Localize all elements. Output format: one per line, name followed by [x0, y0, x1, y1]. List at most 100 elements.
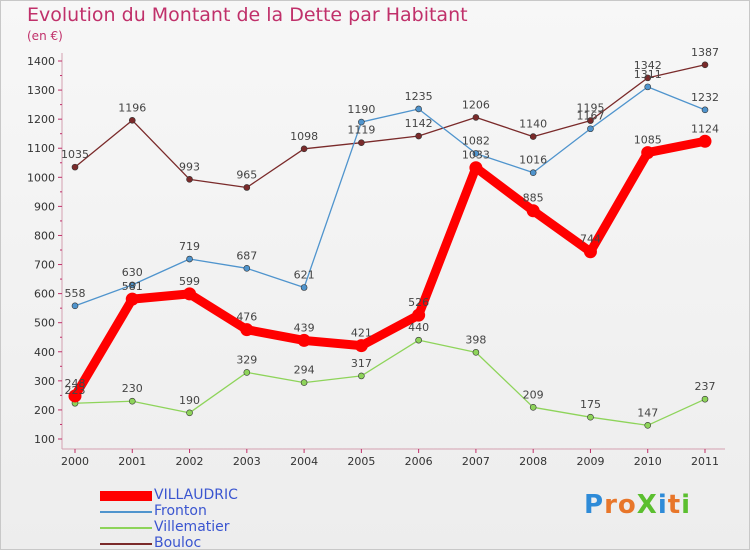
- data-point-fronton: [300, 284, 308, 291]
- data-point-bouloc: [529, 133, 537, 140]
- y-tick-label: 900: [34, 200, 55, 213]
- data-point-bouloc: [701, 61, 709, 69]
- data-label-villematier: 209: [523, 388, 544, 401]
- series-line-fronton: [74, 86, 706, 307]
- data-label-bouloc: 1098: [290, 130, 318, 143]
- data-label-bouloc: 1196: [118, 101, 146, 114]
- data-point-villaudric: [125, 292, 139, 306]
- data-label-villematier: 294: [294, 364, 315, 377]
- data-label-villematier: 317: [351, 357, 372, 370]
- data-label-fronton: 719: [179, 240, 200, 253]
- x-tick-label: 2008: [519, 455, 547, 468]
- data-point-bouloc: [300, 145, 308, 153]
- chart-title: Evolution du Montant de la Dette par Hab…: [27, 4, 468, 26]
- data-label-fronton: 1311: [634, 68, 662, 81]
- data-point-villematier: [701, 395, 709, 403]
- legend-swatch-villaudric: [100, 491, 152, 501]
- data-label-villematier: 237: [695, 380, 716, 393]
- data-label-villematier: 230: [122, 382, 143, 395]
- data-point-villematier: [529, 404, 537, 411]
- data-point-villematier: [186, 409, 193, 417]
- x-tick-label: 2001: [118, 455, 146, 468]
- data-label-villaudric: 581: [122, 280, 143, 293]
- data-label-fronton: 1016: [519, 154, 547, 167]
- legend-swatch-bouloc: [100, 543, 152, 545]
- y-tick-label: 1200: [27, 113, 55, 126]
- x-tick-label: 2006: [405, 455, 433, 468]
- data-label-bouloc: 1387: [691, 46, 719, 59]
- y-tick-label: 400: [34, 346, 55, 359]
- y-tick-label: 200: [34, 404, 55, 417]
- x-tick-label: 2010: [634, 455, 662, 468]
- series-line-villaudric: [70, 136, 710, 401]
- data-point-villaudric: [354, 339, 368, 353]
- y-tick-label: 1400: [27, 55, 55, 68]
- data-point-bouloc: [587, 117, 594, 124]
- data-point-bouloc: [186, 176, 193, 183]
- data-label-fronton: 1190: [347, 103, 375, 116]
- data-point-villaudric: [641, 146, 655, 160]
- data-label-villaudric: 1033: [462, 149, 490, 162]
- data-label-fronton: 687: [236, 249, 257, 262]
- data-label-villematier: 190: [179, 394, 200, 407]
- data-point-villematier: [243, 369, 251, 376]
- y-tick-label: 500: [34, 317, 55, 330]
- data-label-villaudric: 599: [179, 275, 200, 288]
- data-point-bouloc: [644, 74, 652, 82]
- data-point-fronton: [128, 281, 136, 289]
- y-tick-label: 600: [34, 288, 55, 301]
- data-label-bouloc: 1206: [462, 98, 490, 111]
- data-label-fronton: 1082: [462, 134, 490, 147]
- series-line-bouloc: [74, 64, 706, 189]
- legend-swatch-fronton: [100, 511, 152, 513]
- data-label-bouloc: 1119: [347, 124, 375, 137]
- data-point-villematier: [587, 413, 594, 421]
- data-point-bouloc: [71, 163, 79, 171]
- data-point-villaudric: [469, 161, 483, 175]
- data-label-villaudric: 885: [523, 192, 544, 205]
- y-tick-label: 300: [34, 375, 55, 388]
- data-point-villematier: [300, 379, 308, 386]
- data-point-fronton: [186, 255, 193, 263]
- data-point-fronton: [358, 118, 365, 126]
- data-label-villaudric: 1124: [691, 122, 719, 135]
- legend-label-villaudric: VILLAUDRIC: [154, 487, 238, 503]
- data-point-fronton: [701, 106, 709, 114]
- data-label-bouloc: 993: [179, 160, 200, 173]
- data-label-fronton: 621: [294, 269, 315, 282]
- data-point-villematier: [472, 349, 480, 356]
- data-point-villaudric: [183, 287, 197, 301]
- data-point-fronton: [644, 83, 652, 91]
- data-point-villaudric: [583, 245, 597, 259]
- data-point-villaudric: [412, 308, 426, 322]
- y-tick-label: 100: [34, 433, 55, 446]
- data-label-fronton: 1235: [405, 90, 433, 103]
- data-point-villematier: [415, 336, 422, 344]
- x-tick-label: 2003: [233, 455, 261, 468]
- data-label-bouloc: 1140: [519, 118, 547, 131]
- proxiti-logo: ProXiti: [584, 490, 692, 520]
- series-line-villematier: [74, 339, 706, 426]
- data-point-bouloc: [358, 139, 365, 147]
- data-label-villematier: 147: [637, 406, 658, 419]
- data-label-villematier: 398: [465, 333, 486, 346]
- legend-swatch-villematier: [100, 527, 152, 529]
- x-tick-label: 2000: [61, 455, 89, 468]
- data-label-bouloc: 1142: [405, 117, 433, 130]
- data-label-fronton: 558: [65, 287, 86, 300]
- data-label-villaudric: 1085: [634, 134, 662, 147]
- data-point-bouloc: [472, 114, 480, 121]
- legend-label-fronton: Fronton: [154, 503, 207, 519]
- data-point-villaudric: [526, 204, 540, 218]
- data-point-bouloc: [128, 117, 136, 124]
- data-label-villaudric: 439: [294, 321, 315, 334]
- data-point-villaudric: [698, 134, 712, 148]
- data-label-fronton: 1232: [691, 91, 719, 104]
- data-label-villaudric: 248: [65, 377, 86, 390]
- data-point-fronton: [587, 125, 594, 133]
- data-point-villematier: [128, 397, 136, 405]
- y-tick-label: 800: [34, 229, 55, 242]
- data-point-villematier: [644, 422, 652, 429]
